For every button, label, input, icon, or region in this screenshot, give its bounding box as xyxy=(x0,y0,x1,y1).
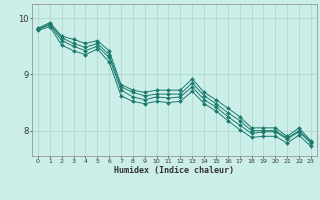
X-axis label: Humidex (Indice chaleur): Humidex (Indice chaleur) xyxy=(115,166,234,175)
